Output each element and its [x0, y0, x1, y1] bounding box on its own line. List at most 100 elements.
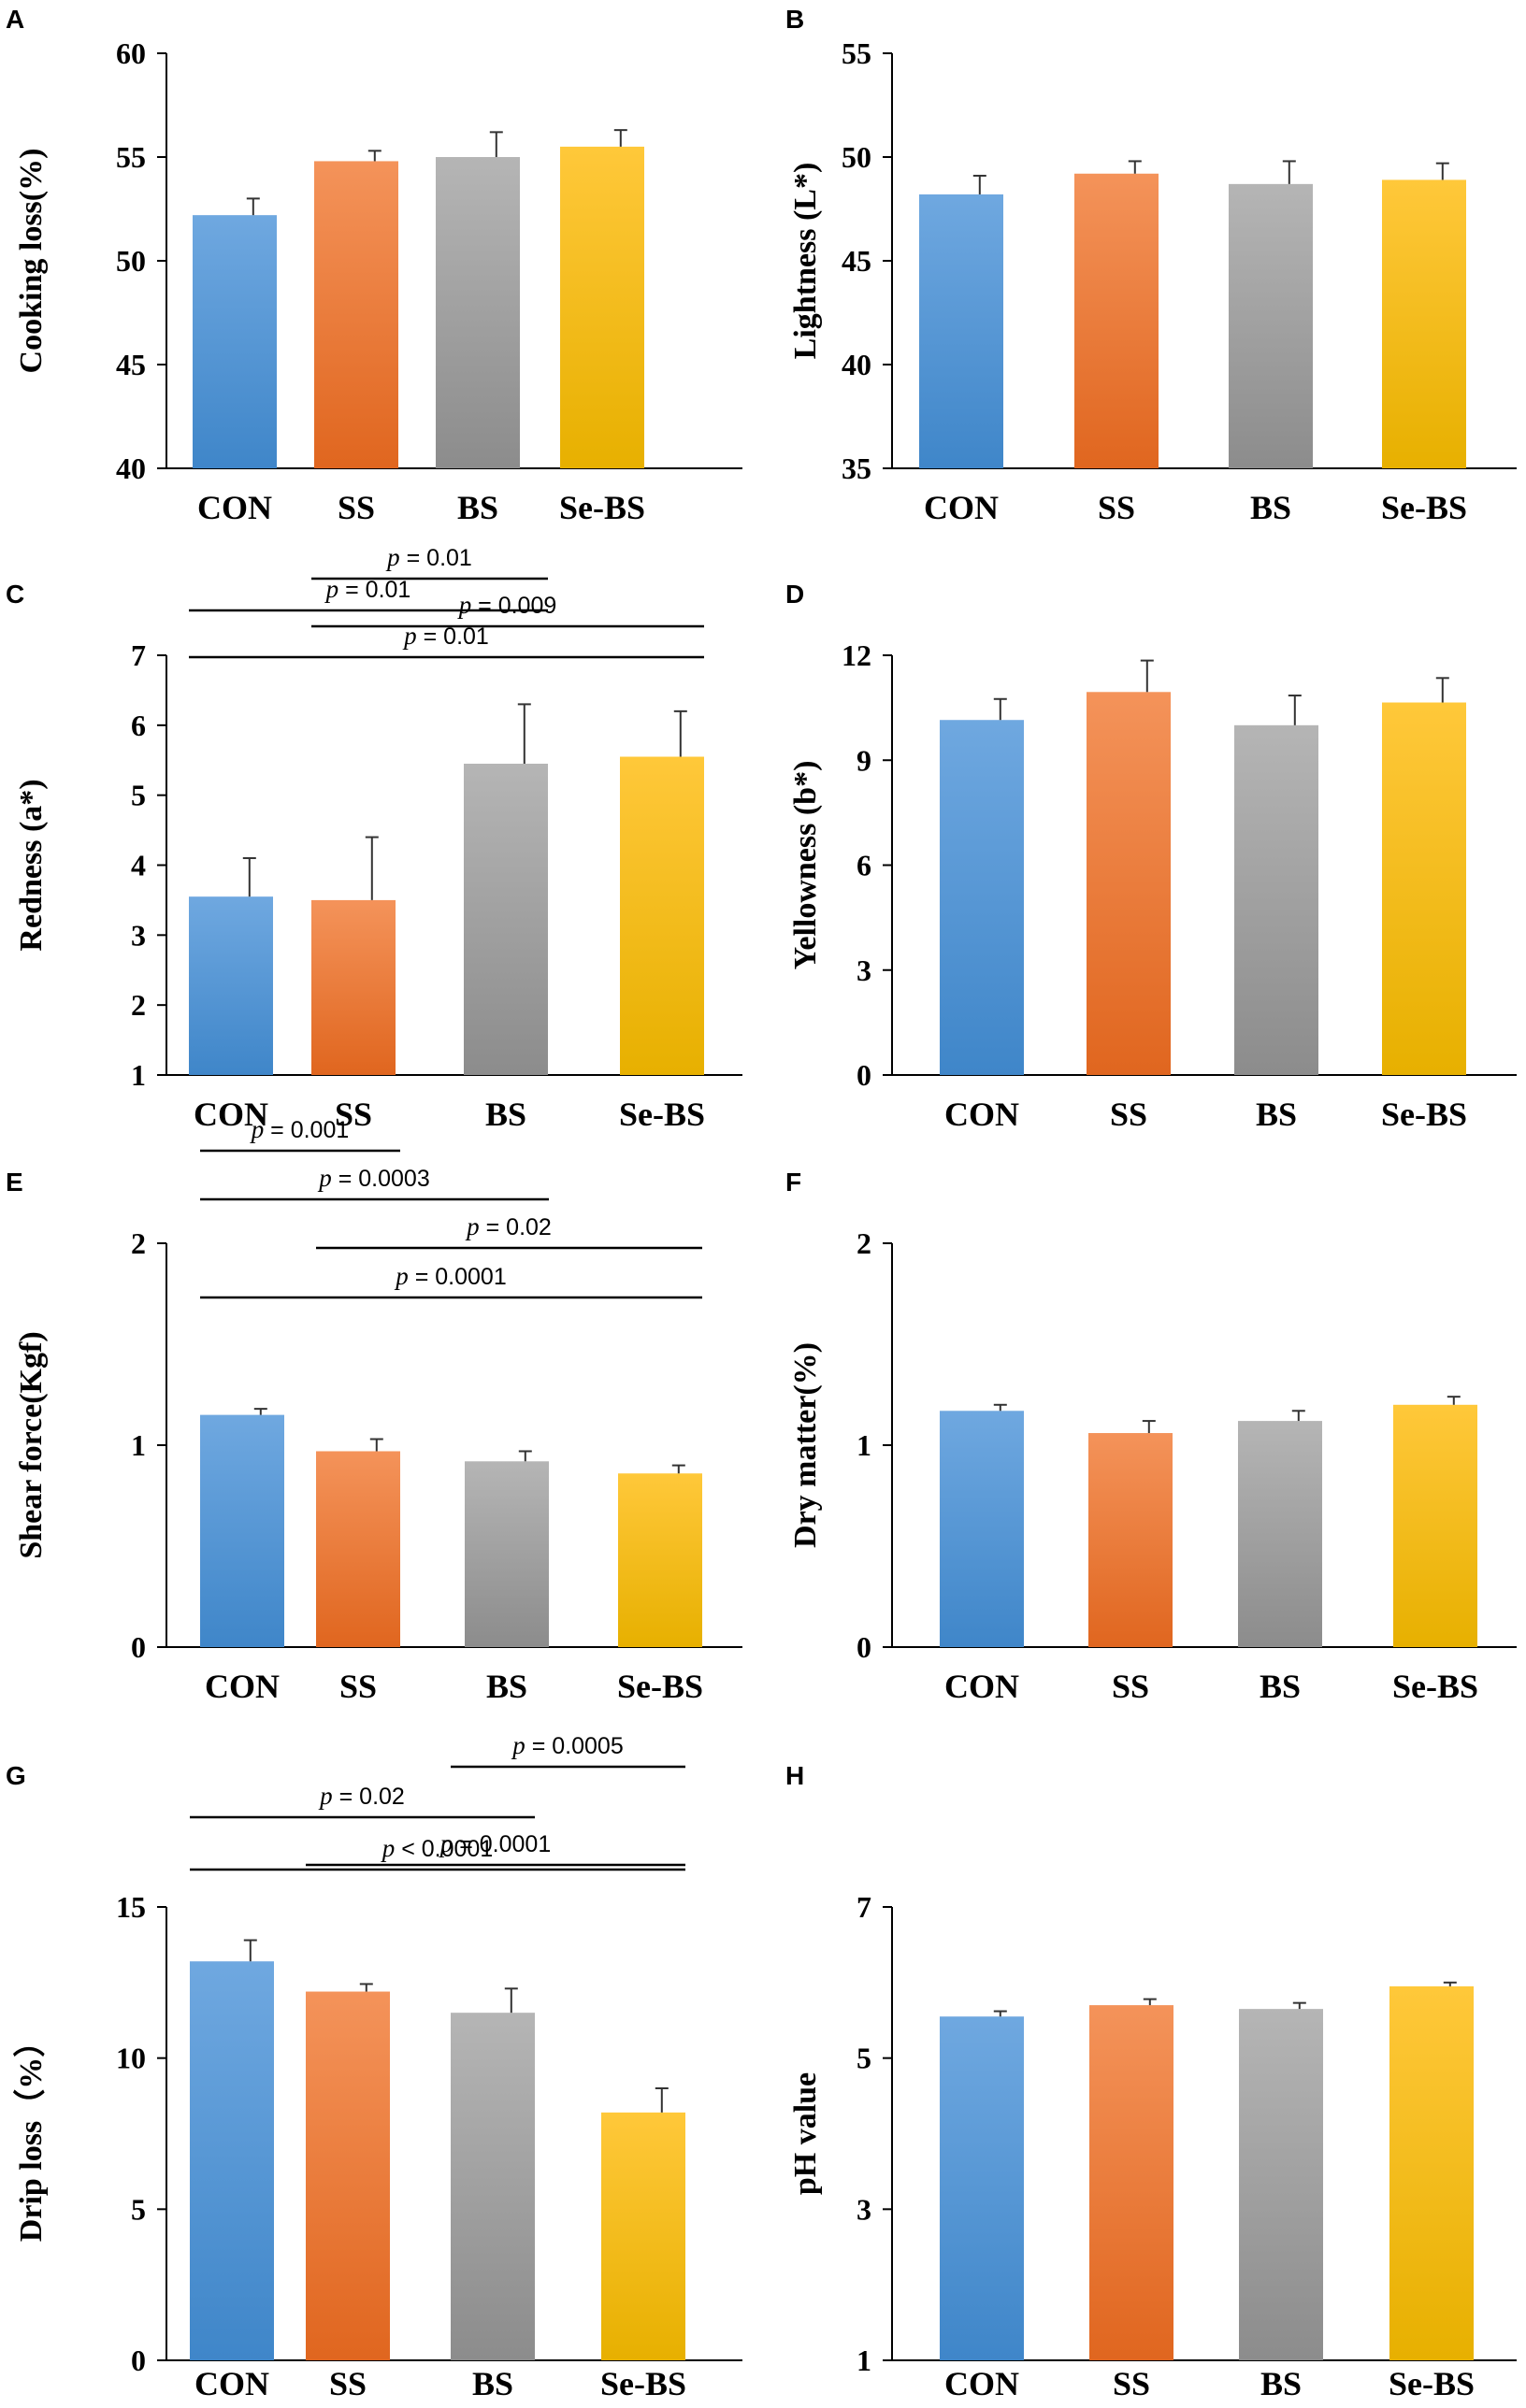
- bar-ss: [1074, 173, 1159, 468]
- category-label: BS: [472, 2365, 513, 2402]
- y-tick-label: 35: [842, 452, 871, 485]
- panel-letter: D: [785, 580, 804, 609]
- panel-E: E 0 1 2 Shear force(Kgf) CON SS BS Se-BS p = 0.00…: [6, 1115, 742, 1705]
- y-tick-label: 0: [131, 1630, 146, 1664]
- panel-A: A 40 45 50 55 60 Cooking loss(%) CON SS BS Se-BS: [6, 5, 742, 526]
- bar-se-bs: [620, 756, 704, 1075]
- y-tick-label: 55: [842, 36, 871, 70]
- y-axis-title: Yellowness (b*): [788, 761, 823, 970]
- y-tick-label: 10: [116, 2042, 146, 2075]
- bar-bs: [465, 1461, 549, 1647]
- category-label: BS: [457, 489, 498, 526]
- y-tick-label: 9: [857, 743, 871, 777]
- panel-C: C 1 2 3 4 5 6 7 Redness (a*) CON SS BS Se-BS p = 0.01…: [6, 543, 742, 1133]
- category-label: SS: [1098, 489, 1135, 526]
- y-tick-label: 0: [131, 2344, 146, 2377]
- category-label: CON: [194, 2365, 269, 2402]
- category-label: SS: [338, 489, 375, 526]
- significance-label: p = 0.01: [324, 575, 411, 603]
- bar-se-bs: [601, 2112, 685, 2360]
- y-axis-title: Shear force(Kgf): [14, 1331, 49, 1558]
- bar-se-bs: [560, 146, 644, 468]
- panel-H: H 1 3 5 7 pH value CON SS BS Se-BS: [785, 1761, 1517, 2402]
- bar-bs: [1229, 183, 1313, 469]
- bar-ss: [1089, 2005, 1173, 2360]
- bar-ss: [314, 161, 398, 468]
- category-label: CON: [944, 1668, 1019, 1705]
- bar-con: [200, 1414, 284, 1647]
- category-label: CON: [197, 489, 272, 526]
- y-tick-label: 5: [131, 779, 146, 812]
- bar-con: [189, 896, 273, 1075]
- category-label: BS: [1260, 1668, 1301, 1705]
- y-tick-label: 0: [857, 1630, 871, 1664]
- significance-label: p = 0.001: [250, 1115, 350, 1143]
- y-tick-label: 40: [842, 348, 871, 381]
- category-label: SS: [1112, 1668, 1149, 1705]
- y-axis-title: pH value: [788, 2072, 823, 2195]
- bar-ss: [1088, 1433, 1173, 1647]
- bar-bs: [464, 763, 548, 1075]
- category-label: Se-BS: [1392, 1668, 1478, 1705]
- y-axis-title: Redness (a*): [14, 779, 49, 951]
- y-tick-label: 1: [131, 1058, 146, 1092]
- y-tick-label: 6: [857, 849, 871, 882]
- category-label: Se-BS: [600, 2365, 686, 2402]
- category-label: BS: [1260, 2365, 1302, 2402]
- y-axis-title: Cooking loss(%): [14, 149, 49, 374]
- y-tick-label: 50: [116, 244, 146, 278]
- category-label: SS: [335, 1096, 372, 1133]
- y-tick-label: 2: [131, 988, 146, 1022]
- panel-letter: C: [6, 580, 24, 609]
- significance-label: p = 0.01: [402, 622, 489, 650]
- category-label: Se-BS: [559, 489, 645, 526]
- significance-label: p = 0.02: [318, 1782, 405, 1810]
- y-tick-label: 1: [857, 1428, 871, 1462]
- y-tick-label: 5: [857, 2042, 871, 2075]
- bar-se-bs: [618, 1473, 702, 1647]
- y-tick-label: 40: [116, 452, 146, 485]
- significance-label: p = 0.0005: [511, 1731, 623, 1759]
- significance-label: p = 0.01: [385, 543, 472, 571]
- y-tick-label: 6: [131, 709, 146, 742]
- y-tick-label: 7: [857, 1890, 871, 1924]
- category-label: CON: [205, 1668, 280, 1705]
- bar-bs: [1238, 1421, 1322, 1647]
- panel-letter: E: [6, 1168, 23, 1197]
- bar-bs: [1234, 724, 1318, 1075]
- bar-ss: [1087, 692, 1171, 1075]
- bar-bs: [451, 2013, 535, 2360]
- bar-con: [940, 1411, 1024, 1647]
- panel-F: F 0 1 2 Dry matter(%) CON SS BS Se-BS: [785, 1168, 1517, 1705]
- bar-se-bs: [1389, 1985, 1474, 2360]
- significance-label: p = 0.0003: [317, 1164, 429, 1192]
- category-label: BS: [485, 1096, 526, 1133]
- panel-B: B 35 40 45 50 55 Lightness (L*) CON SS BS Se-BS: [785, 5, 1517, 526]
- category-label: Se-BS: [1389, 2365, 1475, 2402]
- y-tick-label: 3: [857, 2192, 871, 2226]
- panel-letter: F: [785, 1168, 801, 1197]
- bar-ss: [316, 1451, 400, 1647]
- bar-con: [940, 2016, 1024, 2360]
- y-tick-label: 5: [131, 2192, 146, 2226]
- bar-se-bs: [1382, 702, 1466, 1075]
- category-label: BS: [1256, 1096, 1297, 1133]
- panel-G: G 0 5 10 15 Drip loss（%） CON SS BS Se-BS p < 0.000…: [6, 1731, 742, 2402]
- y-axis-title: Lightness (L*): [788, 163, 823, 360]
- y-tick-label: 60: [116, 36, 146, 70]
- bar-con: [193, 215, 277, 468]
- category-label: SS: [1113, 2365, 1150, 2402]
- bar-bs: [1239, 2009, 1323, 2360]
- y-tick-label: 12: [842, 638, 871, 672]
- bar-ss: [311, 899, 396, 1075]
- y-tick-label: 45: [116, 348, 146, 381]
- significance-label: p = 0.02: [465, 1212, 552, 1240]
- y-axis-title: Drip loss（%）: [12, 2026, 49, 2242]
- significance-label: p = 0.009: [457, 591, 557, 619]
- category-label: CON: [924, 489, 999, 526]
- y-tick-label: 2: [857, 1226, 871, 1260]
- y-tick-label: 7: [131, 638, 146, 672]
- category-label: SS: [339, 1668, 377, 1705]
- bar-bs: [436, 157, 520, 468]
